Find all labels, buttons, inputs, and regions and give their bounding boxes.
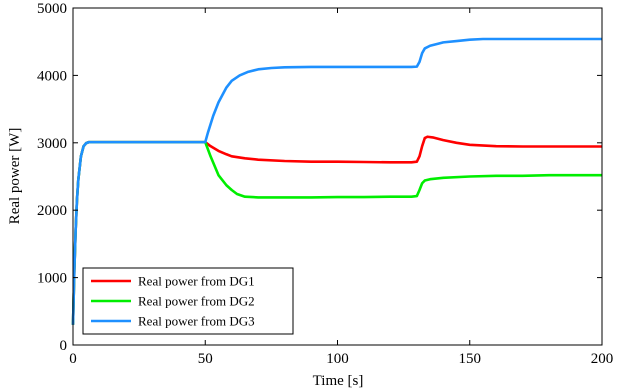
y-tick-label: 2000 [37, 203, 67, 219]
y-tick-label: 4000 [37, 68, 67, 84]
y-tick-label: 1000 [37, 271, 67, 287]
x-axis-title: Time [s] [313, 373, 364, 389]
legend-label-dg2: Real power from DG2 [138, 294, 255, 309]
legend: Real power from DG1 Real power from DG2 Re… [82, 267, 294, 335]
x-tick-label: 100 [326, 351, 349, 367]
x-tick-label: 150 [459, 351, 482, 367]
legend-label-dg1: Real power from DG1 [138, 274, 255, 289]
y-tick-label: 0 [60, 338, 68, 354]
x-tick-label: 50 [198, 351, 213, 367]
y-tick-label: 5000 [37, 1, 67, 17]
legend-label-dg3: Real power from DG3 [138, 314, 255, 329]
y-axis-title: Real power [W] [7, 128, 23, 225]
series-line-dg3 [71, 37, 602, 325]
x-tick-label: 0 [69, 351, 77, 367]
y-tick-label: 3000 [37, 136, 67, 152]
x-tick-label: 200 [591, 351, 614, 367]
